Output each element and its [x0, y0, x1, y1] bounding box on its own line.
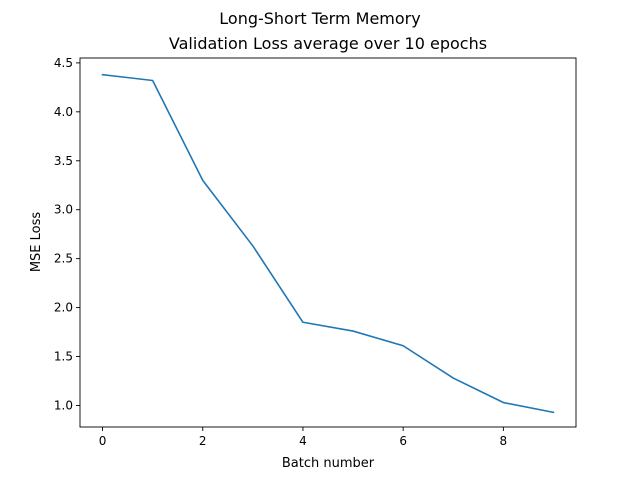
y-tick-label-2: 2.0	[54, 301, 73, 315]
y-tick-label-0: 1.0	[54, 398, 73, 412]
plot-area: 0 2 4 6 8 1.0 1.5 2.0 2.5 3.0 3.5 4.0 4.5	[54, 56, 577, 448]
y-tick-label-3: 2.5	[54, 252, 73, 266]
y-tick-label-7: 4.5	[54, 56, 73, 70]
x-axis-label: Batch number	[282, 456, 375, 471]
y-tick-label-6: 4.0	[54, 105, 73, 119]
chart-title: Validation Loss average over 10 epochs	[169, 34, 487, 53]
x-tick-label-3: 6	[399, 434, 407, 448]
x-tick-label-2: 4	[299, 434, 307, 448]
axes-frame	[79, 57, 577, 428]
x-tick-label-4: 8	[500, 434, 508, 448]
y-axis-label: MSE Loss	[29, 212, 44, 273]
y-tick-label-5: 3.5	[54, 154, 73, 168]
x-tick-label-0: 0	[99, 434, 107, 448]
series-line-0	[101, 73, 555, 414]
x-tick-label-1: 2	[199, 434, 207, 448]
chart-suptitle: Long-Short Term Memory	[219, 9, 420, 28]
y-tick-label-4: 3.0	[54, 203, 73, 217]
y-tick-label-1: 1.5	[54, 350, 73, 364]
